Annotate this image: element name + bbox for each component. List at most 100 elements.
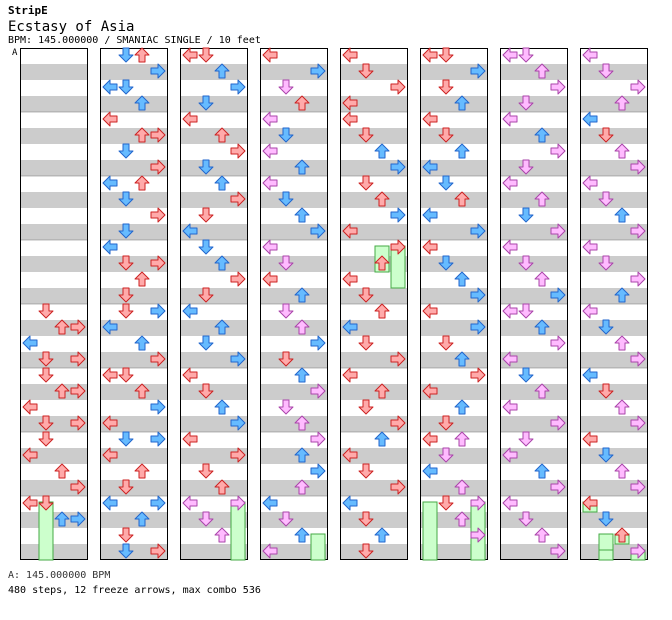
step-arrow [374,431,390,447]
step-arrow [518,159,534,175]
step-arrow [134,511,150,527]
step-arrow [534,127,550,143]
step-arrow [502,303,518,319]
step-arrow [454,511,470,527]
step-arrow [582,175,598,191]
step-arrow [150,431,166,447]
step-arrow [310,463,326,479]
song-group: StripE [8,4,48,17]
step-arrow [358,463,374,479]
step-arrow [518,47,534,63]
step-arrow [422,303,438,319]
step-arrow [454,351,470,367]
step-arrow [262,239,278,255]
bpm-marker: A [12,48,18,58]
step-arrow [502,399,518,415]
chart-column [580,48,648,560]
step-arrow [454,191,470,207]
step-arrow [342,367,358,383]
step-arrow [470,287,486,303]
step-arrow [518,367,534,383]
step-arrow [630,351,646,367]
step-arrow [582,431,598,447]
step-arrow [22,495,38,511]
step-arrow [134,175,150,191]
step-arrow [422,47,438,63]
step-arrow [374,191,390,207]
freeze-arrow [38,501,54,561]
step-arrow [614,207,630,223]
step-arrow [150,399,166,415]
step-arrow [614,335,630,351]
step-arrow [230,447,246,463]
step-arrow [630,223,646,239]
step-arrow [198,287,214,303]
step-arrow [550,79,566,95]
step-arrow [502,111,518,127]
step-arrow [294,447,310,463]
song-title: Ecstasy of Asia [8,19,135,35]
step-arrow [102,495,118,511]
step-arrow [342,319,358,335]
step-arrow [150,495,166,511]
step-arrow [198,383,214,399]
step-arrow [118,543,134,559]
step-arrow [118,527,134,543]
step-arrow [358,63,374,79]
step-arrow [182,431,198,447]
step-arrow [262,47,278,63]
step-arrow [438,79,454,95]
step-arrow [150,351,166,367]
step-arrow [230,351,246,367]
step-arrow [358,175,374,191]
step-arrow [70,511,86,527]
step-arrow [390,79,406,95]
step-arrow [422,463,438,479]
step-arrow [294,319,310,335]
step-arrow [534,463,550,479]
step-arrow [454,271,470,287]
step-arrow [358,335,374,351]
step-arrow [358,543,374,559]
step-arrow [214,127,230,143]
step-arrow [454,143,470,159]
step-arrow [502,351,518,367]
step-arrow [598,127,614,143]
step-arrow [38,351,54,367]
step-arrow [278,127,294,143]
step-arrow [198,335,214,351]
step-arrow [54,463,70,479]
step-arrow [134,335,150,351]
step-arrow [198,47,214,63]
column-border [500,48,568,560]
step-arrow [582,47,598,63]
column-border [260,48,328,560]
step-arrow [214,399,230,415]
step-arrow [502,175,518,191]
step-arrow [582,239,598,255]
step-arrow [598,191,614,207]
step-arrow [214,175,230,191]
step-arrow [582,367,598,383]
step-arrow [262,143,278,159]
column-border [340,48,408,560]
step-arrow [198,463,214,479]
step-arrow [342,271,358,287]
step-arrow [134,127,150,143]
step-arrow [518,303,534,319]
step-arrow [118,287,134,303]
step-arrow [534,271,550,287]
step-arrow [630,159,646,175]
step-arrow [550,143,566,159]
freeze-arrow [422,501,438,561]
step-arrow [518,255,534,271]
step-arrow [118,479,134,495]
step-arrow [118,303,134,319]
step-arrow [310,383,326,399]
step-arrow [630,271,646,287]
step-arrow [358,287,374,303]
step-arrow [598,319,614,335]
step-arrow [230,191,246,207]
step-arrow [582,303,598,319]
